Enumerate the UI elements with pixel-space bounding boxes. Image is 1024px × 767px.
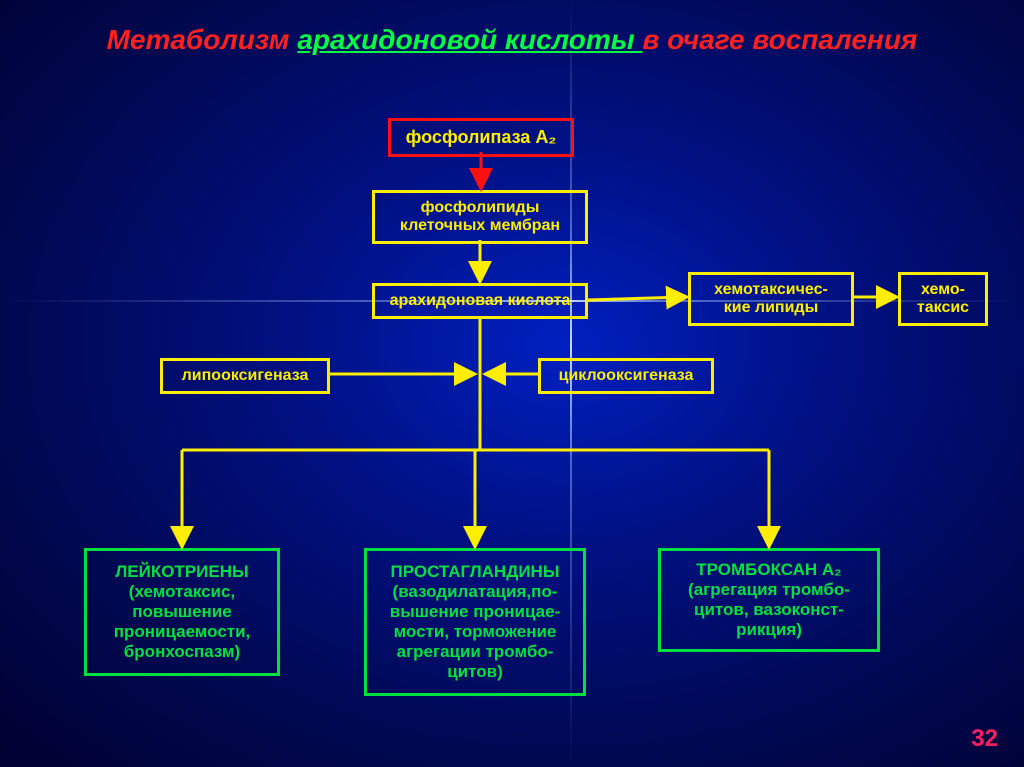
node-thromboxane-a2: ТРОМБОКСАН А₂(агрегация тромбо-цитов, ва… bbox=[658, 548, 880, 652]
node-leukotrienes: ЛЕЙКОТРИЕНЫ(хемотаксис,повышениепроницае… bbox=[84, 548, 280, 676]
node-lipoxygenase: липооксигеназа bbox=[160, 358, 330, 394]
node-chemotactic-lipids: хемотаксичес-кие липиды bbox=[688, 272, 854, 326]
node-arachidonic-acid: арахидоновая кислота bbox=[372, 283, 588, 319]
title-link: арахидоновой кислоты bbox=[297, 24, 642, 55]
node-cyclooxygenase: циклооксигеназа bbox=[538, 358, 714, 394]
slide-title: Метаболизм арахидоновой кислоты в очаге … bbox=[0, 0, 1024, 57]
node-chemotaxis: хемо-таксис bbox=[898, 272, 988, 326]
title-post: в очаге воспаления bbox=[642, 24, 917, 55]
node-phospholipase-a2: фосфолипаза А₂ bbox=[388, 118, 574, 157]
node-phospholipids: фосфолипиды клеточных мембран bbox=[372, 190, 588, 244]
page-number: 32 bbox=[971, 725, 998, 753]
node-prostaglandins: ПРОСТАГЛАНДИНЫ(вазодилатация,по-вышение … bbox=[364, 548, 586, 696]
title-pre: Метаболизм bbox=[107, 24, 298, 55]
